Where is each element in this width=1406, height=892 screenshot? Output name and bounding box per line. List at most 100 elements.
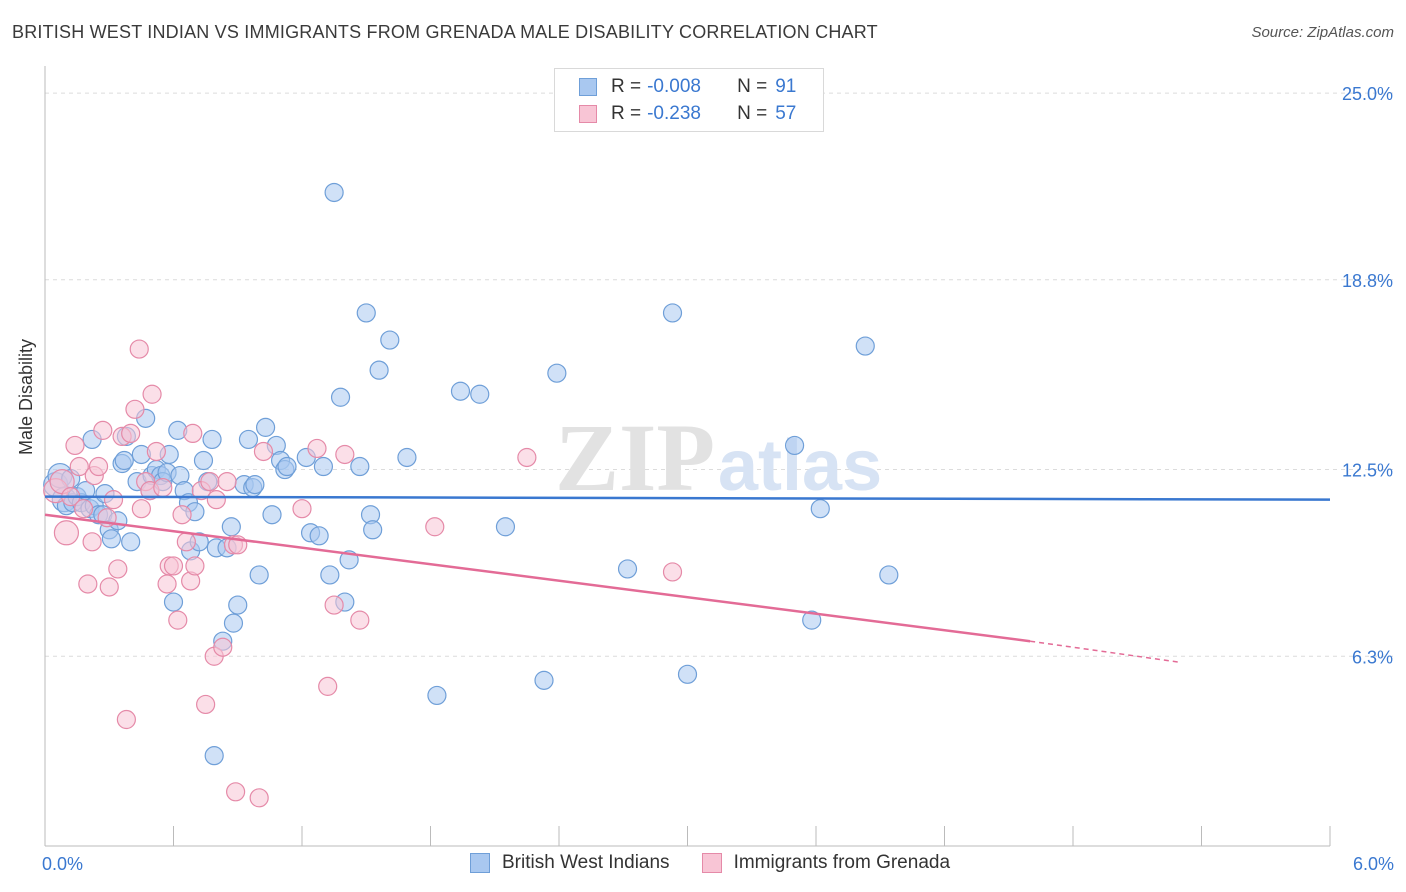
point-immigrants-grenada	[517, 447, 537, 468]
point-immigrants-grenada	[335, 444, 355, 465]
r-value: -0.238	[647, 103, 701, 124]
point-immigrants-grenada	[73, 499, 94, 519]
point-immigrants-grenada	[425, 517, 445, 537]
n-value: 91	[775, 76, 797, 97]
point-immigrants-grenada	[108, 559, 128, 579]
point-british-west-indians	[245, 474, 265, 495]
point-immigrants-grenada	[157, 574, 177, 594]
point-british-west-indians	[427, 685, 447, 706]
legend-item-immigrants-grenada[interactable]: Immigrants from Grenada	[701, 852, 951, 874]
y-axis-label: Male Disability	[16, 338, 36, 455]
point-british-west-indians	[802, 610, 822, 630]
legend-item-british-west-indians[interactable]: British West Indians	[470, 852, 670, 874]
point-british-west-indians	[262, 505, 282, 525]
point-british-west-indians	[879, 565, 899, 585]
point-immigrants-grenada	[153, 478, 173, 498]
point-immigrants-grenada	[172, 505, 192, 525]
trend-line-british-west-indians	[44, 495, 1331, 501]
point-immigrants-grenada	[125, 399, 145, 419]
point-immigrants-grenada	[116, 709, 136, 730]
point-immigrants-grenada	[213, 637, 233, 657]
series-legend: British West Indians Immigrants from Gre…	[470, 852, 982, 874]
point-immigrants-grenada	[662, 562, 683, 582]
point-british-west-indians	[320, 565, 340, 585]
point-british-west-indians	[397, 447, 417, 468]
point-immigrants-grenada	[121, 423, 141, 444]
point-british-west-indians	[369, 360, 389, 380]
trend-line-immigrants-grenada	[44, 513, 1031, 643]
point-immigrants-grenada	[146, 441, 166, 462]
legend-label: British West Indians	[502, 852, 670, 873]
point-british-west-indians	[249, 565, 269, 585]
y-tick-label: 12.5%	[1342, 461, 1393, 481]
point-british-west-indians	[547, 363, 567, 383]
r-value: -0.008	[647, 76, 701, 97]
y-tick-label: 6.3%	[1352, 647, 1393, 667]
point-immigrants-grenada	[53, 520, 80, 546]
point-british-west-indians	[238, 429, 259, 450]
n-label: N =	[737, 76, 768, 97]
x-tick-label: 6.0%	[1353, 854, 1394, 874]
point-british-west-indians	[223, 613, 244, 633]
point-immigrants-grenada	[318, 676, 338, 696]
point-british-west-indians	[114, 450, 134, 471]
legend-swatch-blue	[470, 853, 490, 873]
point-british-west-indians	[662, 303, 683, 323]
point-immigrants-grenada	[88, 456, 109, 477]
data-points	[43, 182, 899, 808]
legend-swatch-pink	[701, 853, 722, 873]
tick-labels: 6.3% 12.5% 18.8% 25.0% 0.0% 6.0%	[42, 84, 1394, 874]
chart-title: BRITISH WEST INDIAN VS IMMIGRANTS FROM G…	[12, 22, 878, 42]
r-label: R =	[611, 76, 642, 97]
n-label: N =	[737, 103, 768, 124]
r-label: R =	[611, 103, 642, 124]
point-british-west-indians	[204, 746, 224, 766]
point-immigrants-grenada	[163, 556, 184, 576]
point-immigrants-grenada	[350, 610, 370, 630]
point-british-west-indians	[784, 435, 805, 456]
point-immigrants-grenada	[324, 595, 344, 615]
point-immigrants-grenada	[307, 438, 327, 459]
axes	[44, 66, 1331, 847]
point-immigrants-grenada	[196, 694, 216, 715]
legend-row-immigrants-grenada: R = -0.238 N = 57	[579, 101, 796, 127]
point-british-west-indians	[228, 595, 248, 615]
legend-row-british-west-indians: R = -0.008 N = 91	[579, 74, 796, 100]
legend-swatch-blue	[579, 78, 597, 96]
point-british-west-indians	[380, 330, 400, 350]
point-british-west-indians	[810, 499, 830, 519]
legend-swatch-pink	[579, 105, 597, 123]
point-british-west-indians	[450, 381, 471, 401]
point-british-west-indians	[495, 517, 516, 537]
point-british-west-indians	[324, 182, 344, 203]
point-british-west-indians	[350, 456, 370, 477]
point-immigrants-grenada	[82, 532, 102, 552]
legend-label: Immigrants from Grenada	[733, 852, 951, 873]
point-immigrants-grenada	[217, 471, 237, 492]
point-immigrants-grenada	[292, 499, 312, 519]
source-label: Source: ZipAtlas.com	[1251, 24, 1394, 41]
point-immigrants-grenada	[69, 456, 89, 477]
point-british-west-indians	[202, 429, 222, 450]
point-british-west-indians	[309, 526, 329, 546]
point-british-west-indians	[277, 456, 297, 477]
y-tick-label: 25.0%	[1342, 84, 1393, 104]
point-british-west-indians	[617, 559, 638, 579]
point-british-west-indians	[163, 592, 184, 612]
point-british-west-indians	[221, 517, 241, 537]
point-immigrants-grenada	[78, 574, 98, 594]
point-immigrants-grenada	[93, 420, 113, 440]
point-immigrants-grenada	[183, 423, 203, 444]
point-immigrants-grenada	[99, 577, 119, 597]
point-immigrants-grenada	[226, 782, 246, 802]
point-immigrants-grenada	[142, 384, 162, 404]
point-british-west-indians	[313, 456, 334, 477]
point-immigrants-grenada	[131, 499, 151, 519]
point-immigrants-grenada	[200, 471, 220, 492]
point-immigrants-grenada	[65, 435, 85, 456]
point-immigrants-grenada	[249, 788, 269, 808]
point-immigrants-grenada	[176, 532, 196, 552]
point-immigrants-grenada	[253, 441, 274, 462]
point-british-west-indians	[356, 303, 376, 323]
